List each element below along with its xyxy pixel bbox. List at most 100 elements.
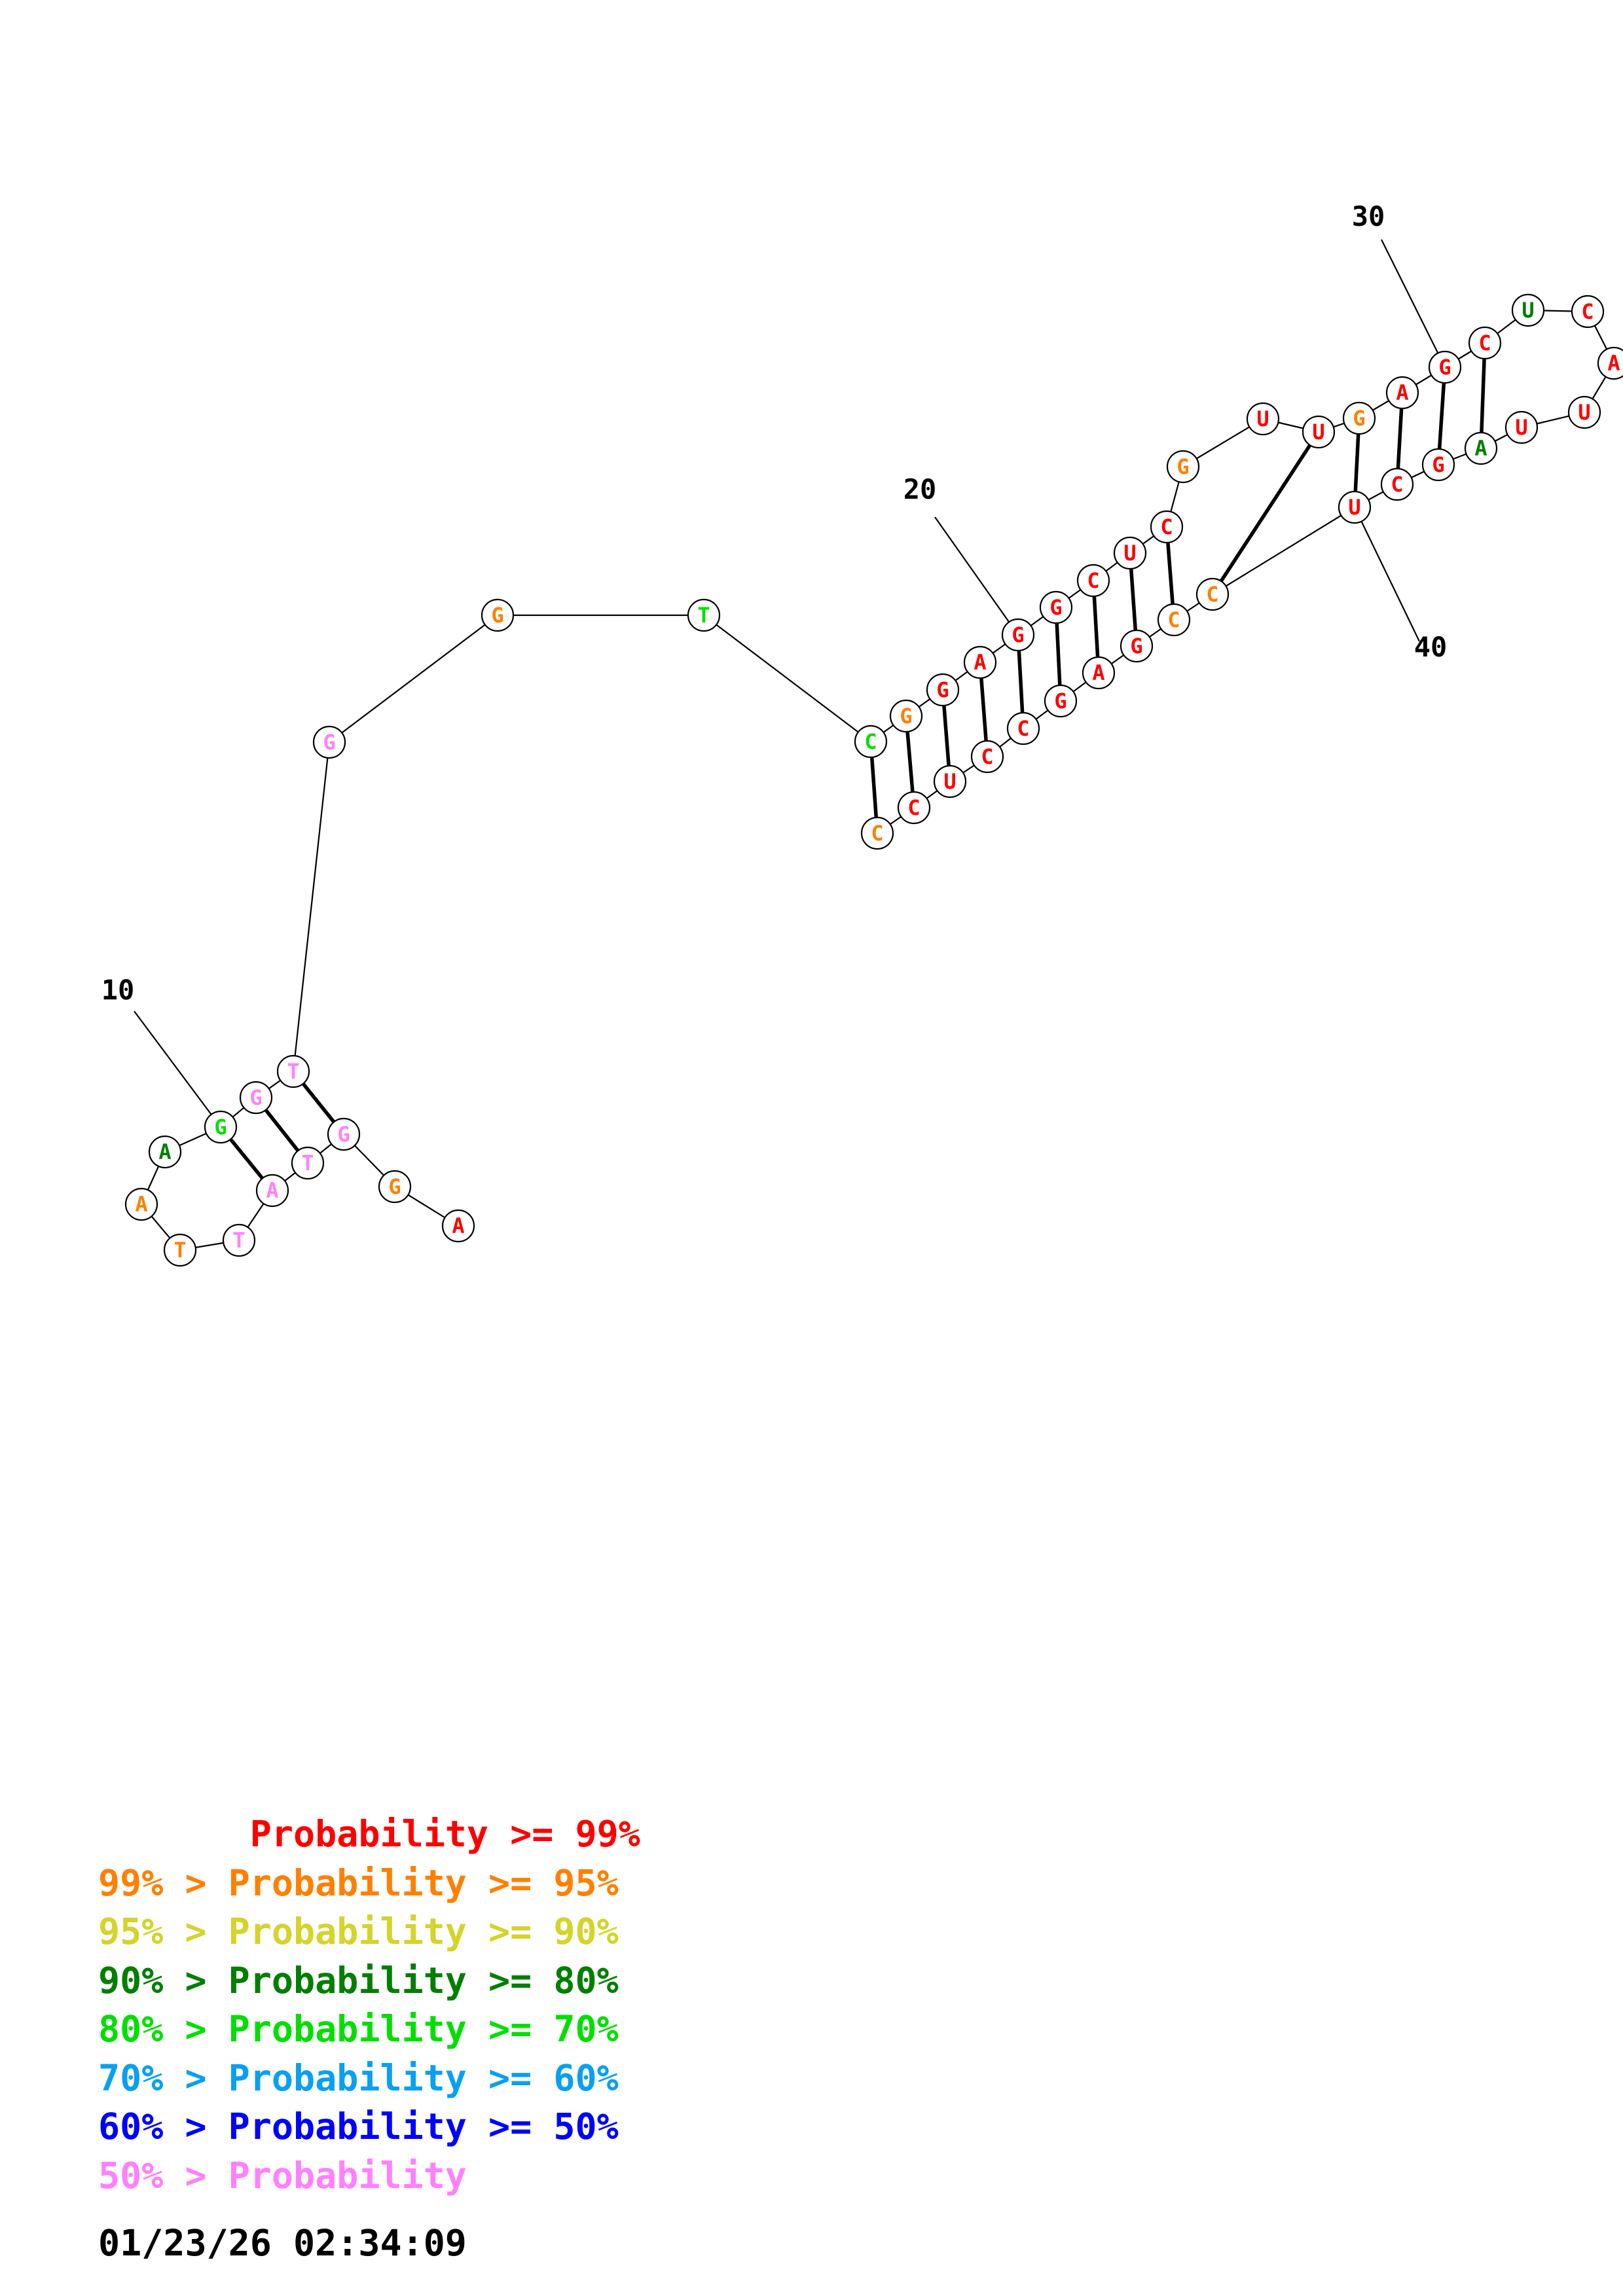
nucleotide-circle: [1039, 590, 1073, 624]
nucleotide: A: [148, 1135, 182, 1169]
nucleotide-circle: [163, 1233, 197, 1267]
nucleotide: G: [1166, 450, 1200, 484]
nucleotide-letter: T: [232, 1228, 245, 1253]
position-tick-layer: 10 20 30 40: [101, 200, 1448, 1128]
nucleotide: G: [327, 1117, 361, 1151]
nucleotide: G: [1039, 590, 1073, 624]
nucleotide-letter: C: [1160, 514, 1173, 539]
nucleotide-circle: [1113, 536, 1147, 570]
nucleotide-circle: [1338, 490, 1372, 524]
base-pair-line: [1211, 431, 1321, 596]
nucleotide-letter: U: [1312, 420, 1324, 444]
nucleotide-circle: [291, 1146, 325, 1180]
nucleotide: A: [441, 1209, 475, 1243]
nucleotide-circle: [1150, 510, 1184, 544]
nucleotide-circle: [1421, 448, 1455, 482]
position-label: 10: [101, 974, 135, 1006]
nucleotide: A: [124, 1187, 158, 1221]
nucleotide-letter: G: [1054, 689, 1067, 713]
nucleotide-letter: T: [173, 1238, 186, 1263]
nucleotide-letter: A: [452, 1213, 464, 1238]
nucleotide: C: [897, 791, 931, 825]
nucleotide: C: [1157, 603, 1191, 637]
nucleotide: A: [1597, 346, 1623, 380]
nucleotide-letter: G: [1353, 406, 1365, 431]
nucleotide-circle: [1468, 326, 1502, 360]
nucleotide-letter: C: [907, 795, 920, 820]
nucleotide-letter: C: [1206, 582, 1218, 607]
nucleotide: U: [1246, 402, 1280, 436]
nucleotide-circle: [239, 1081, 273, 1115]
backbone-segment: [292, 742, 331, 1072]
nucleotide: G: [1120, 629, 1154, 663]
backbone-segment: [329, 615, 498, 743]
nucleotide-circle: [481, 598, 515, 632]
nucleotide-circle: [1464, 431, 1498, 465]
nucleotide-circle: [860, 816, 894, 850]
nucleotide: C: [1468, 326, 1502, 360]
nucleotide-circle: [441, 1209, 475, 1243]
nucleotide: U: [1511, 293, 1545, 327]
nucleotide: A: [1385, 376, 1419, 410]
nucleotide: T: [163, 1233, 197, 1267]
nucleotide: C: [854, 725, 888, 759]
legend-entry: 50% > Probability: [98, 2154, 467, 2197]
nucleotide-letter: U: [1256, 406, 1269, 431]
nucleotide-circle: [1006, 711, 1040, 745]
nucleotide-letter: A: [158, 1139, 171, 1164]
nucleotide-letter: C: [1391, 472, 1403, 497]
nucleotide-circle: [1567, 395, 1601, 429]
legend-entry: Probability >= 99%: [98, 1813, 640, 1855]
nucleotide-circle: [897, 791, 931, 825]
nucleotide-circle: [124, 1187, 158, 1221]
nucleotide-circle: [327, 1117, 361, 1151]
nucleotide: C: [1006, 711, 1040, 745]
timestamp: 01/23/26 02:34:09: [98, 2222, 467, 2264]
legend-entry: 95% > Probability >= 90%: [98, 1910, 619, 1952]
nucleotide: C: [1380, 467, 1414, 501]
nucleotide-letter: G: [936, 677, 949, 702]
nucleotide-circle: [889, 699, 923, 733]
nucleotide-letter: G: [1432, 452, 1444, 477]
legend-entry: 90% > Probability >= 80%: [98, 1959, 619, 2001]
nucleotide-circle: [378, 1170, 412, 1204]
nucleotide: U: [933, 764, 967, 798]
nucleotide: A: [963, 645, 997, 679]
nucleotide: G: [1044, 684, 1078, 718]
nucleotide-circle: [854, 725, 888, 759]
nucleotide-circle: [1157, 603, 1191, 637]
nucleotide-letter: A: [1396, 380, 1408, 405]
nucleotide-circle: [963, 645, 997, 679]
nucleotide: G: [889, 699, 923, 733]
nucleotide-letter: U: [1522, 298, 1534, 323]
nucleotide-circle: [276, 1054, 310, 1088]
nucleotide-circle: [1001, 618, 1035, 652]
nucleotide-letter: A: [1607, 351, 1620, 376]
nucleotide-circle: [1504, 410, 1539, 444]
nucleotide: G: [1342, 401, 1376, 435]
nucleotide-letter: G: [1176, 454, 1189, 479]
position-label: 30: [1352, 200, 1385, 232]
nucleotide-circle: [1302, 415, 1336, 449]
nucleotide-circle: [687, 598, 721, 632]
nucleotide-letter: T: [287, 1059, 299, 1084]
nucleotide-letter: C: [981, 744, 993, 769]
nucleotide-letter: C: [864, 729, 877, 754]
nucleotide-letter: A: [135, 1192, 147, 1217]
position-label: 20: [903, 473, 937, 505]
nucleotide: U: [1302, 415, 1336, 449]
position-label: 40: [1414, 631, 1448, 663]
position-tick-line: [1381, 239, 1446, 368]
nucleotide: C: [1571, 295, 1605, 329]
nucleotide-letter: G: [1438, 355, 1451, 380]
backbone-layer: [140, 309, 1614, 1251]
backbone-segment: [1212, 507, 1355, 595]
nucleotide-circle: [1195, 577, 1230, 611]
backbone-segment: [703, 615, 871, 742]
nucleotide: T: [222, 1223, 256, 1257]
legend-entry: 80% > Probability >= 70%: [98, 2008, 619, 2050]
probability-legend: Probability >= 99% 99% > Probability >= 9…: [98, 1810, 640, 2200]
nucleotide: C: [1076, 564, 1110, 598]
nucleotide-letter: U: [1123, 541, 1136, 565]
